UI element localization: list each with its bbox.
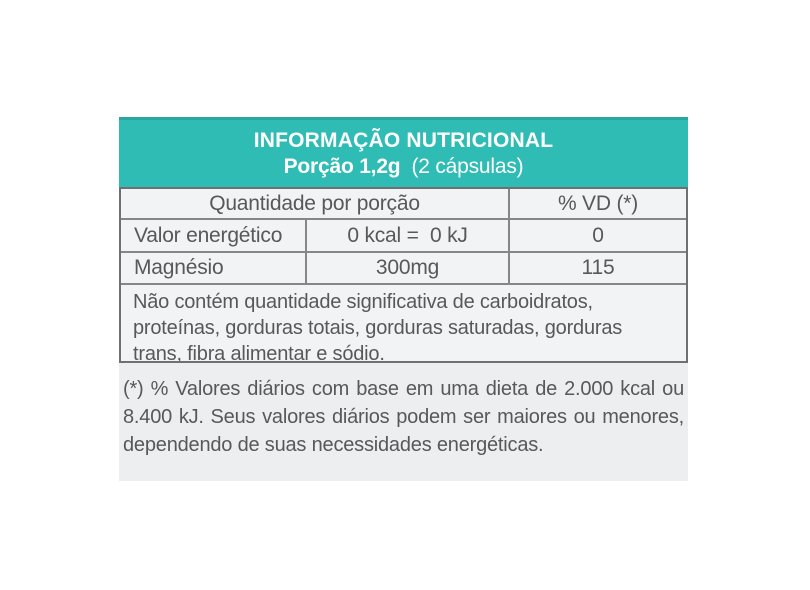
nutrient-daily-value: 115	[581, 256, 615, 279]
nutrient-name: Valor energético	[121, 220, 307, 251]
label-title: INFORMAÇÃO NUTRICIONAL	[253, 129, 554, 152]
daily-values-footnote: (*) % Valores diários com base em uma di…	[123, 378, 684, 456]
table-row-magnesium: Magnésio 300mg 115	[121, 253, 686, 285]
no-significant-amounts-note: Não contém quantidade significativa de c…	[133, 291, 623, 361]
nutrition-label: INFORMAÇÃO NUTRICIONAL Porção 1,2g (2 cáp…	[119, 117, 688, 481]
quantity-per-portion-header: Quantidade por porção	[121, 189, 510, 218]
daily-value-header: % VD (*)	[557, 192, 639, 215]
nutrient-amount: 300mg	[307, 253, 510, 283]
portion-line: Porção 1,2g (2 cápsulas)	[119, 154, 688, 180]
portion-capsules: (2 cápsulas)	[411, 155, 524, 178]
nutrient-name: Magnésio	[121, 253, 307, 283]
table-header-row: Quantidade por porção % VD (*)	[121, 189, 686, 220]
label-header: INFORMAÇÃO NUTRICIONAL Porção 1,2g (2 cáp…	[119, 117, 688, 187]
nutrient-daily-value: 0	[592, 224, 604, 247]
table-row-energy: Valor energético 0 kcal = 0 kJ 0	[121, 220, 686, 253]
portion-size: Porção 1,2g	[283, 155, 401, 178]
nutrient-amount: 0 kcal = 0 kJ	[307, 220, 510, 251]
nutrition-table: Quantidade por porção % VD (*) Valor ene…	[119, 187, 688, 363]
